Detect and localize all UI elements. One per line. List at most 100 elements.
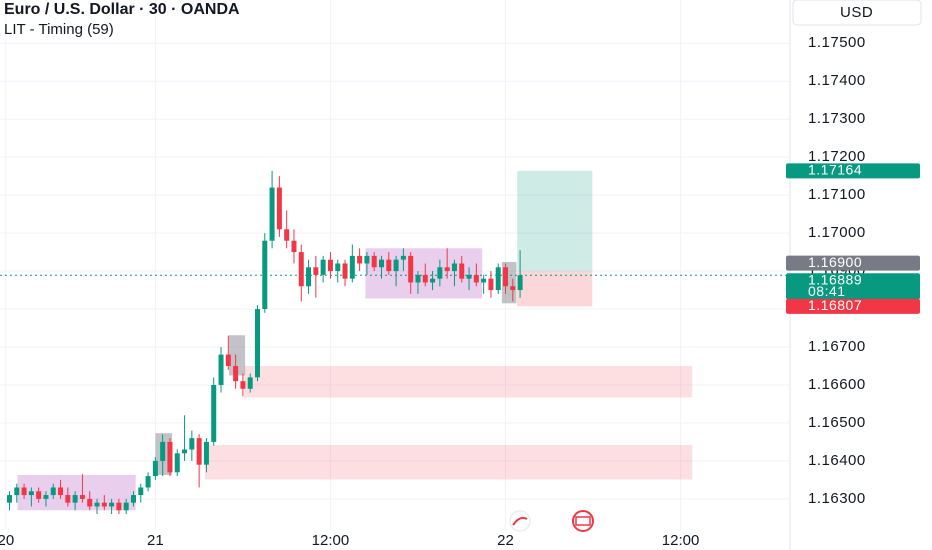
candle-body <box>254 309 260 378</box>
candle-body <box>152 460 158 477</box>
candle-body <box>327 259 333 272</box>
indicator-name: LIT - Timing (59) <box>4 21 114 38</box>
candle-body <box>473 274 479 283</box>
zone <box>517 170 593 272</box>
candle-body <box>58 487 64 496</box>
candle-body <box>36 491 42 499</box>
event-glyph <box>512 516 528 526</box>
candle-body <box>123 502 129 511</box>
candle-body <box>138 487 144 496</box>
price-label-box <box>786 273 920 300</box>
candle-body <box>65 495 71 503</box>
candle-body <box>14 487 20 496</box>
candle-body <box>116 502 122 511</box>
x-tick-label: 12:00 <box>662 532 700 549</box>
candle-body <box>79 495 85 499</box>
price-label-box <box>786 163 920 179</box>
candle-body <box>466 274 472 279</box>
candle-body <box>240 381 246 389</box>
candle-body <box>291 240 297 253</box>
candle-body <box>284 229 290 241</box>
candle-body <box>408 255 414 283</box>
candle-body <box>167 441 173 473</box>
candle-body <box>211 384 217 442</box>
candle-body <box>130 495 136 503</box>
candle-body <box>174 453 180 473</box>
candle-body <box>357 255 363 264</box>
price-label-box <box>786 298 920 314</box>
candle-body <box>488 278 494 291</box>
currency: USD <box>840 4 873 21</box>
y-tick-label: 1.17400 <box>808 72 866 89</box>
event-icon[interactable] <box>509 510 531 532</box>
candle-body <box>182 449 188 454</box>
candle-body <box>437 267 443 279</box>
x-tick-label: 22 <box>497 532 514 549</box>
x-tick-label: 12:00 <box>312 532 350 549</box>
currency-box[interactable] <box>792 0 922 26</box>
candle-body <box>422 274 428 283</box>
price-label: 1.16807 <box>808 297 862 313</box>
y-tick-label: 1.17300 <box>808 110 866 127</box>
candle-body <box>218 354 224 385</box>
countdown: 08:41 <box>808 283 846 299</box>
candle-body <box>43 495 49 499</box>
candle-body <box>371 255 377 268</box>
candle-body <box>196 438 202 465</box>
candle-body <box>233 365 239 382</box>
candle-body <box>298 252 304 287</box>
candle-body <box>50 487 56 496</box>
price-label: 1.16889 <box>808 271 862 287</box>
y-tick-label: 1.17100 <box>808 186 866 203</box>
candle-body <box>101 502 107 507</box>
candle-body <box>386 259 392 272</box>
x-tick-label: 21 <box>147 532 164 549</box>
candle-body <box>262 240 268 310</box>
candle-body <box>335 263 341 272</box>
zone <box>365 248 483 299</box>
candle-body <box>430 278 436 283</box>
candle-body <box>313 267 319 275</box>
candle-body <box>306 267 312 287</box>
candle-body <box>21 487 27 496</box>
plot-area <box>0 0 790 530</box>
candle-body <box>342 263 348 279</box>
candle-body <box>247 377 253 389</box>
y-tick-label: 1.16600 <box>808 376 866 393</box>
candle-body <box>203 441 209 465</box>
chart-title: Euro / U.S. Dollar · 30 · OANDA <box>4 1 240 18</box>
candle-body <box>225 354 231 366</box>
candle-body <box>94 502 100 507</box>
candle-body <box>189 438 195 450</box>
candle-body <box>444 267 450 272</box>
candle-body <box>276 187 282 230</box>
zone <box>517 271 593 307</box>
candle-body <box>481 278 487 283</box>
zone <box>229 335 246 376</box>
candle-body <box>349 255 355 279</box>
candle-body <box>517 275 523 291</box>
candle-body <box>503 267 509 287</box>
candle-body <box>28 491 34 496</box>
candle-body <box>415 274 421 283</box>
icons <box>509 510 594 532</box>
candle-body <box>72 495 78 503</box>
candle-body <box>87 498 93 507</box>
candle-body <box>364 255 370 264</box>
price-label: 1.16900 <box>808 254 862 270</box>
candle-body <box>6 495 12 503</box>
candle-body <box>109 502 115 507</box>
event-glyph <box>575 516 591 526</box>
price-label: 1.17164 <box>808 162 862 178</box>
y-tick-label: 1.16500 <box>808 414 866 431</box>
y-tick-label: 1.16400 <box>808 452 866 469</box>
y-tick-label: 1.17200 <box>808 148 866 165</box>
event-icon[interactable] <box>572 510 594 532</box>
zone <box>204 444 693 480</box>
candle-body <box>451 263 457 272</box>
candle-body <box>379 259 385 268</box>
candle-body <box>510 286 516 291</box>
candle-body <box>393 259 399 272</box>
y-tick-label: 1.16300 <box>808 490 866 507</box>
